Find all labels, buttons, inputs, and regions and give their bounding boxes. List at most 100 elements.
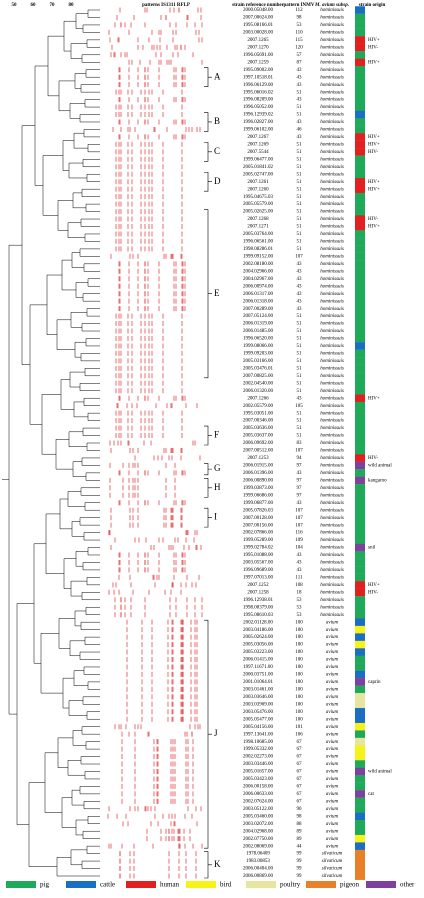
origin-box [355, 551, 365, 559]
dendrogram-branch [82, 427, 100, 436]
legend-label: pigeon [340, 881, 360, 889]
subspecies: avium [326, 814, 339, 819]
dendrogram-branch [69, 371, 85, 388]
strain-reference: 1999.06686.00 [243, 493, 274, 498]
inmv-pattern: 51 [297, 434, 303, 439]
dendrogram-branch [80, 487, 100, 496]
subspecies: silvaticum [322, 874, 343, 879]
strain-reference: 2005.02624.00 [243, 635, 274, 640]
dendrogram-branch [40, 633, 63, 694]
dendrogram-branch [71, 521, 84, 537]
strain-reference: 1999.02784.02 [243, 546, 274, 551]
group-bracket [204, 619, 212, 849]
inmv-pattern: 51 [297, 180, 303, 185]
legend-label: poultry [280, 881, 301, 889]
inmv-pattern: 51 [297, 366, 303, 371]
subspecies: hominissuis [320, 546, 344, 551]
inmv-pattern: 43 [297, 83, 303, 88]
dendrogram-branch [28, 782, 57, 867]
origin-box [355, 289, 365, 298]
subspecies: hominissuis [320, 344, 344, 349]
inmv-pattern: 67 [297, 799, 303, 804]
origin-box [355, 588, 365, 597]
dendrogram-branch [82, 830, 100, 839]
subspecies: hominissuis [320, 247, 344, 252]
strain-reference: 2002.07750.00 [243, 837, 274, 842]
group-bracket [204, 851, 212, 879]
origin-box [355, 834, 365, 843]
subspecies: hominissuis [320, 262, 344, 267]
strain-reference: 1996.06520.00 [243, 337, 274, 342]
inmv-pattern: 51 [297, 389, 303, 394]
strain-reference: 2006.09692.00 [243, 441, 274, 446]
subspecies: hominissuis [320, 284, 344, 289]
inmv-pattern: 51 [297, 419, 303, 424]
dendrogram-branch [34, 65, 48, 186]
strain-reference: 2002.01128.00 [243, 620, 273, 625]
inmv-pattern: 43 [297, 75, 303, 80]
subspecies: hominissuis [320, 508, 344, 513]
strain-reference: 2007.00825.00 [243, 374, 274, 379]
group-label: F [214, 430, 219, 440]
origin-box [355, 372, 365, 380]
inmv-pattern: 51 [297, 381, 303, 386]
legend-label: other [400, 881, 415, 889]
dendrogram-branch [71, 252, 84, 268]
subspecies: hominissuis [320, 135, 344, 140]
strain-reference: 2004.02966.00 [243, 269, 274, 274]
subspecies: hominissuis [320, 396, 344, 401]
dendrogram-branch [56, 319, 75, 350]
inmv-pattern: 51 [297, 352, 303, 357]
subspecies: hominissuis [320, 322, 344, 327]
origin-box [355, 805, 365, 813]
legend-label: pig [40, 881, 49, 889]
subspecies: avium [326, 658, 339, 663]
subspecies: hominissuis [320, 299, 344, 304]
group-bracket [204, 112, 212, 132]
strain-reference: 2003.02072.00 [243, 822, 274, 827]
dendrogram-branch [85, 606, 100, 615]
origin-box [355, 737, 365, 746]
strain-reference: 1999.09203.00 [243, 352, 274, 357]
inmv-pattern: 51 [297, 247, 303, 252]
origin-box [355, 745, 365, 754]
subspecies: hominissuis [320, 419, 344, 424]
origin-box [355, 103, 365, 111]
origin-header: strain origin [359, 3, 386, 8]
subspecies: hominissuis [320, 523, 344, 528]
inmv-pattern: 110 [295, 31, 303, 36]
subspecies: avium [326, 650, 339, 655]
strain-reference: 2005.05579.00 [243, 202, 274, 207]
inmv-pattern: 53 [297, 598, 303, 603]
subspecies: avium [326, 792, 339, 797]
inmv-pattern: 97 [297, 493, 303, 498]
origin-box [355, 812, 365, 821]
origin-box [355, 387, 365, 395]
subspecies: avium [326, 777, 339, 782]
dendrogram-branch [80, 621, 100, 630]
inmv-pattern: 43 [297, 568, 303, 573]
strain-reference: 2007.05124.00 [243, 314, 274, 319]
origin-box [355, 312, 365, 321]
strain-reference: 2005.03223.00 [243, 650, 274, 655]
origin-box [355, 790, 365, 798]
subspecies: hominissuis [320, 38, 344, 43]
subspecies: hominissuis [320, 195, 344, 200]
strain-reference: 2007.5544 [247, 150, 269, 155]
legend-swatch [246, 881, 276, 888]
inmv-pattern: 67 [297, 740, 303, 745]
origin-note: HIV+ [368, 180, 380, 185]
inmv-pattern: 67 [297, 747, 303, 752]
origin-box [355, 36, 365, 44]
subspecies: hominissuis [320, 359, 344, 364]
origin-box [355, 118, 365, 126]
strain-reference: 2002.08180.00 [243, 262, 274, 267]
origin-box [355, 43, 365, 52]
strain-reference: 2003.03969.00 [243, 702, 274, 707]
subspecies: hominissuis [320, 150, 344, 155]
inmv-pattern: 53 [297, 23, 303, 28]
origin-box [355, 65, 365, 74]
origin-box [355, 446, 365, 455]
origin-box [355, 110, 365, 119]
group-label: E [214, 288, 220, 298]
